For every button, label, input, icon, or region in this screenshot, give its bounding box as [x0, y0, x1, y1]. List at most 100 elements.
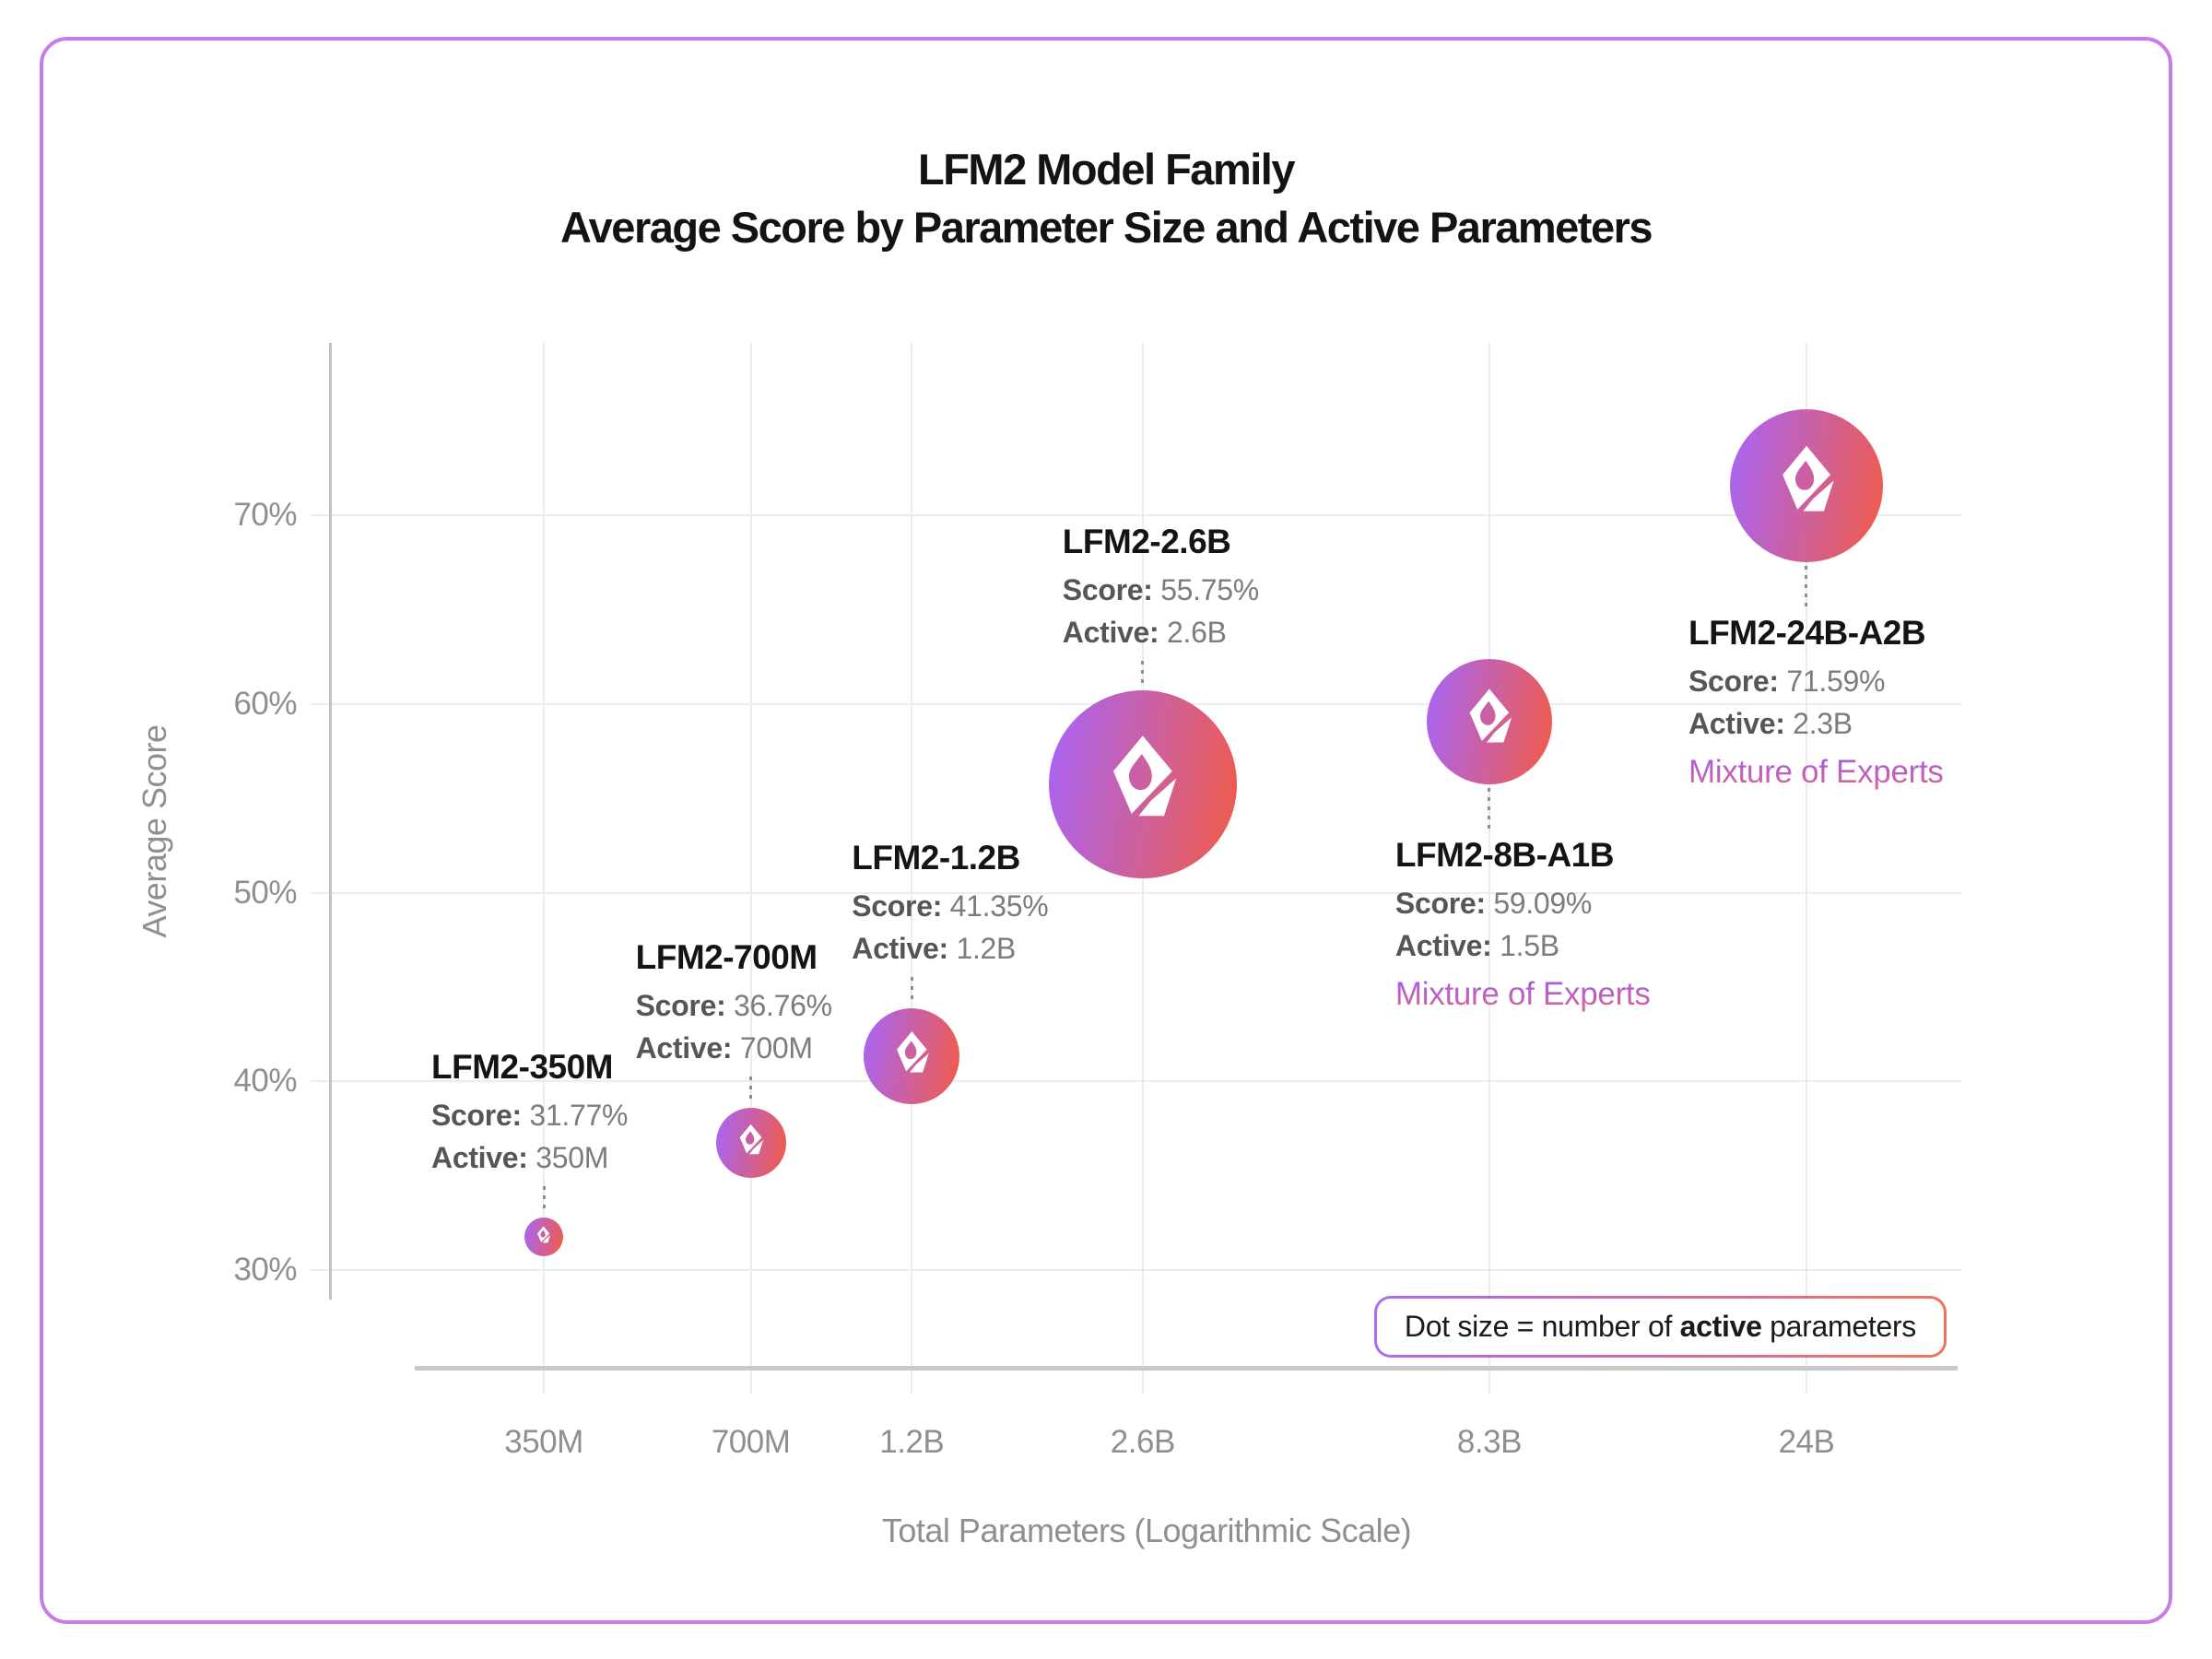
- point-active-key: Active:: [635, 1030, 740, 1065]
- point-active-key: Active:: [852, 931, 957, 965]
- point-label: LFM2-700M Score: 36.76% Active: 700M: [636, 938, 832, 1069]
- y-gridline: [311, 1269, 1961, 1271]
- data-point-bubble: [1729, 408, 1883, 562]
- point-active-value: 700M: [739, 1030, 813, 1065]
- data-point-bubble: [524, 1217, 564, 1256]
- point-label: LFM2-1.2B Score: 41.35% Active: 1.2B: [852, 839, 1048, 970]
- point-score-key: Score:: [635, 988, 735, 1022]
- point-title: LFM2-24B-A2B: [1688, 613, 1926, 652]
- point-title: LFM2-2.6B: [1062, 523, 1231, 560]
- liquid-ai-logo-icon: [1782, 445, 1834, 512]
- point-score-key: Score:: [431, 1098, 530, 1132]
- point-score: Score: 59.09%: [1395, 882, 1651, 924]
- label-connector: [1141, 661, 1145, 687]
- point-title: LFM2-700M: [635, 937, 818, 976]
- point-score-key: Score:: [1688, 664, 1787, 698]
- x-tick-label: 350M: [504, 1424, 583, 1460]
- y-axis-line: [329, 343, 332, 1300]
- legend-text: Dot size = number of active parameters: [1376, 1299, 1944, 1355]
- x-gridline: [1805, 343, 1807, 1394]
- point-active-value: 350M: [535, 1140, 609, 1174]
- liquid-ai-logo-icon: [739, 1124, 764, 1155]
- data-point-bubble: [1426, 658, 1552, 784]
- point-active: Active: 350M: [431, 1136, 628, 1179]
- point-score: Score: 71.59%: [1688, 660, 1944, 702]
- data-point-bubble: [715, 1107, 786, 1178]
- liquid-ai-logo-icon: [896, 1030, 929, 1073]
- x-tick-label: 8.3B: [1456, 1424, 1523, 1460]
- label-connector: [1488, 787, 1491, 829]
- point-active-key: Active:: [431, 1140, 536, 1174]
- point-score-key: Score:: [1062, 573, 1161, 606]
- x-tick-label: 1.2B: [879, 1424, 945, 1460]
- point-score-value: 59.09%: [1493, 886, 1593, 920]
- point-title: LFM2-8B-A1B: [1394, 835, 1615, 874]
- x-axis-title: Total Parameters (Logarithmic Scale): [881, 1512, 1412, 1549]
- point-active: Active: 2.3B: [1688, 702, 1944, 745]
- x-tick-label: 24B: [1778, 1424, 1835, 1460]
- point-active: Active: 1.2B: [852, 927, 1048, 970]
- y-gridline: [311, 1080, 1961, 1083]
- point-label: LFM2-2.6B Score: 55.75% Active: 2.6B: [1063, 523, 1259, 653]
- legend-pill: Dot size = number of active parameters: [1373, 1296, 1947, 1358]
- point-label: LFM2-8B-A1B Score: 59.09% Active: 1.5B Mixt…: [1395, 836, 1651, 1013]
- x-gridline: [749, 343, 752, 1394]
- point-title: LFM2-1.2B: [852, 838, 1020, 877]
- label-connector: [1805, 565, 1808, 606]
- point-active-value: 1.2B: [956, 931, 1017, 965]
- y-gridline: [311, 891, 1961, 894]
- point-score-value: 41.35%: [949, 888, 1049, 923]
- x-tick-label: 700M: [711, 1424, 791, 1460]
- point-active-key: Active:: [1062, 616, 1167, 649]
- point-title: LFM2-350M: [431, 1047, 613, 1086]
- point-score: Score: 41.35%: [852, 885, 1048, 927]
- y-tick-label: 60%: [233, 686, 297, 723]
- x-axis-line: [415, 1366, 1958, 1371]
- chart-title: LFM2 Model Family Average Score by Param…: [0, 140, 2212, 256]
- legend-text-suffix: parameters: [1761, 1310, 1916, 1343]
- chart-title-line1: LFM2 Model Family: [918, 145, 1296, 194]
- point-score-value: 36.76%: [734, 988, 832, 1022]
- point-active: Active: 1.5B: [1395, 924, 1651, 967]
- point-score-value: 71.59%: [1786, 664, 1886, 698]
- liquid-ai-logo-icon: [1469, 688, 1512, 743]
- y-tick-label: 40%: [233, 1063, 297, 1100]
- point-active-key: Active:: [1688, 706, 1794, 740]
- point-active-value: 2.3B: [1793, 706, 1853, 740]
- liquid-ai-logo-icon: [1112, 735, 1177, 817]
- point-active-value: 2.6B: [1167, 616, 1227, 649]
- point-score-value: 55.75%: [1160, 573, 1259, 606]
- point-active-value: 1.5B: [1500, 928, 1559, 962]
- x-gridline: [911, 343, 913, 1394]
- data-point-bubble: [864, 1007, 960, 1104]
- point-label: LFM2-24B-A2B Score: 71.59% Active: 2.3B Mix…: [1688, 614, 1944, 791]
- label-connector: [542, 1185, 546, 1214]
- x-gridline: [543, 343, 546, 1394]
- data-point-bubble: [1048, 690, 1237, 878]
- y-tick-label: 50%: [233, 874, 297, 911]
- y-axis-title: Average Score: [135, 724, 173, 938]
- liquid-ai-logo-icon: [537, 1226, 551, 1243]
- point-label: LFM2-350M Score: 31.77% Active: 350M: [431, 1048, 628, 1179]
- label-connector: [910, 976, 913, 1005]
- legend-text-bold: active: [1679, 1310, 1762, 1343]
- chart-title-line2: Average Score by Parameter Size and Acti…: [559, 203, 1653, 252]
- y-tick-label: 30%: [233, 1252, 297, 1288]
- x-gridline: [1488, 343, 1490, 1394]
- point-score: Score: 31.77%: [431, 1094, 628, 1136]
- label-connector: [749, 1076, 753, 1104]
- moe-tag: Mixture of Experts: [1688, 753, 1944, 790]
- point-score-key: Score:: [1394, 886, 1494, 920]
- y-tick-label: 70%: [233, 497, 297, 534]
- point-active: Active: 700M: [636, 1027, 832, 1069]
- x-tick-label: 2.6B: [1110, 1424, 1176, 1460]
- legend-text-prefix: Dot size = number of: [1404, 1310, 1680, 1343]
- y-gridline: [311, 514, 1961, 517]
- point-score: Score: 36.76%: [636, 984, 832, 1027]
- point-score-value: 31.77%: [529, 1098, 629, 1132]
- moe-tag: Mixture of Experts: [1394, 975, 1651, 1012]
- point-active-key: Active:: [1394, 928, 1500, 962]
- point-score-key: Score:: [852, 888, 950, 923]
